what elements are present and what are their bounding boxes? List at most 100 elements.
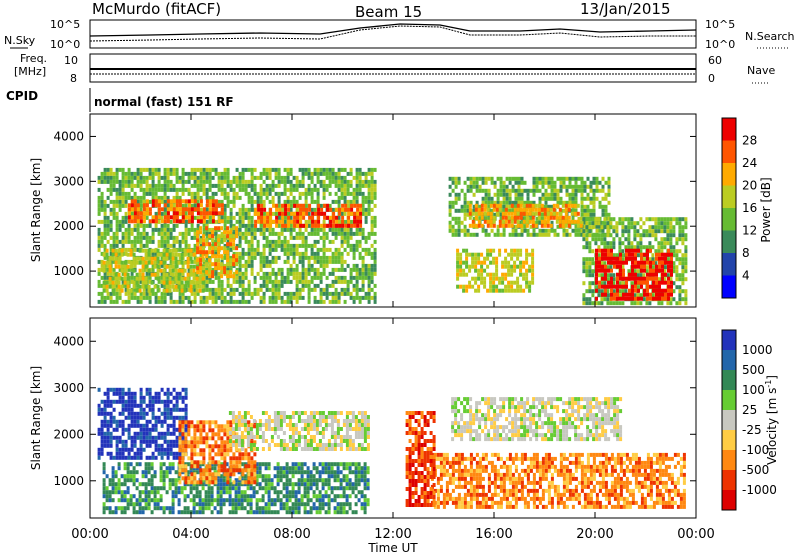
power-cell xyxy=(331,291,335,296)
power-cell xyxy=(631,296,634,301)
power-cell xyxy=(646,248,649,253)
power-cell xyxy=(601,220,605,225)
power-cell xyxy=(370,167,374,172)
power-cell xyxy=(337,291,341,296)
power-cell xyxy=(160,227,164,232)
power-cell xyxy=(183,252,187,257)
power-cell xyxy=(525,215,529,220)
power-cell xyxy=(478,216,482,221)
power-cell xyxy=(262,191,266,196)
power-cell xyxy=(232,258,236,263)
power-cell xyxy=(571,216,575,221)
power-cell xyxy=(606,241,610,246)
power-cell xyxy=(163,191,167,196)
power-cell xyxy=(367,183,371,188)
power-cell xyxy=(466,208,470,213)
power-cell xyxy=(269,215,273,220)
velocity-cell xyxy=(142,395,146,400)
power-cell xyxy=(304,199,308,204)
power-cell xyxy=(247,239,251,244)
velocity-cell xyxy=(103,435,107,440)
power-cell xyxy=(299,223,303,228)
power-cell xyxy=(106,275,110,280)
power-cell xyxy=(675,285,679,290)
power-cell xyxy=(193,291,197,296)
power-cell xyxy=(574,228,578,233)
power-cell xyxy=(646,276,649,281)
power-cell xyxy=(361,207,365,212)
power-cell xyxy=(307,255,311,260)
power-cell xyxy=(232,271,236,276)
power-cell xyxy=(328,259,332,264)
power-cell xyxy=(568,176,572,181)
power-cell xyxy=(670,272,673,277)
power-cell xyxy=(370,227,374,232)
velocity-cell xyxy=(181,387,185,392)
power-cell xyxy=(289,295,293,300)
power-cell xyxy=(268,243,272,248)
power-cell xyxy=(275,219,279,224)
power-cell xyxy=(634,288,637,293)
power-cell xyxy=(160,219,164,224)
power-cell xyxy=(163,295,167,300)
power-cell xyxy=(361,235,365,240)
power-cell xyxy=(681,265,685,270)
power-cell xyxy=(589,188,593,193)
power-cell xyxy=(274,255,278,260)
power-cell xyxy=(684,261,688,266)
power-cell xyxy=(588,245,592,250)
power-cell xyxy=(603,237,607,242)
velocity-cell xyxy=(127,403,131,408)
power-cell xyxy=(323,223,327,228)
power-cell xyxy=(328,167,332,172)
power-cell xyxy=(483,211,487,216)
power-cell xyxy=(625,276,628,281)
power-cell xyxy=(346,187,350,192)
power-cell xyxy=(637,248,640,253)
power-cell xyxy=(567,223,571,228)
power-cell xyxy=(307,231,311,236)
power-cell xyxy=(343,191,347,196)
power-cell xyxy=(556,176,560,181)
power-cell xyxy=(681,277,685,282)
power-cell xyxy=(217,266,221,271)
power-cell xyxy=(490,180,494,185)
power-cell xyxy=(592,180,596,185)
velocity-cell xyxy=(133,399,137,404)
power-cell xyxy=(325,183,329,188)
power-cell xyxy=(100,231,104,236)
power-cell xyxy=(160,235,164,240)
power-cell xyxy=(205,250,209,255)
power-cell xyxy=(373,271,377,276)
power-cell xyxy=(349,279,353,284)
power-cell xyxy=(502,232,506,237)
power-cell xyxy=(118,167,122,172)
power-cell xyxy=(483,203,487,208)
power-cell xyxy=(541,192,545,197)
power-cell xyxy=(304,187,308,192)
power-cell xyxy=(259,267,263,272)
power-cell xyxy=(165,252,169,257)
power-cell xyxy=(154,167,158,172)
power-cell xyxy=(343,299,347,304)
power-cell xyxy=(130,231,134,236)
power-cell xyxy=(664,280,667,285)
power-cell xyxy=(367,251,371,256)
power-cell xyxy=(268,231,272,236)
power-cell xyxy=(352,263,356,268)
power-cell xyxy=(105,248,109,253)
power-cell xyxy=(613,296,616,301)
velocity-cell xyxy=(109,435,113,440)
power-cell xyxy=(175,179,179,184)
power-cell xyxy=(534,211,538,216)
power-cell xyxy=(106,231,110,236)
velocity-cell xyxy=(115,423,119,428)
velocity-cell xyxy=(133,435,137,440)
nave-label: Nave xyxy=(747,64,775,77)
power-cell xyxy=(172,203,176,208)
power-cell xyxy=(159,252,163,257)
power-cell xyxy=(356,211,360,216)
velocity-cell xyxy=(115,455,119,460)
power-cell xyxy=(259,191,263,196)
power-cell xyxy=(157,227,161,232)
